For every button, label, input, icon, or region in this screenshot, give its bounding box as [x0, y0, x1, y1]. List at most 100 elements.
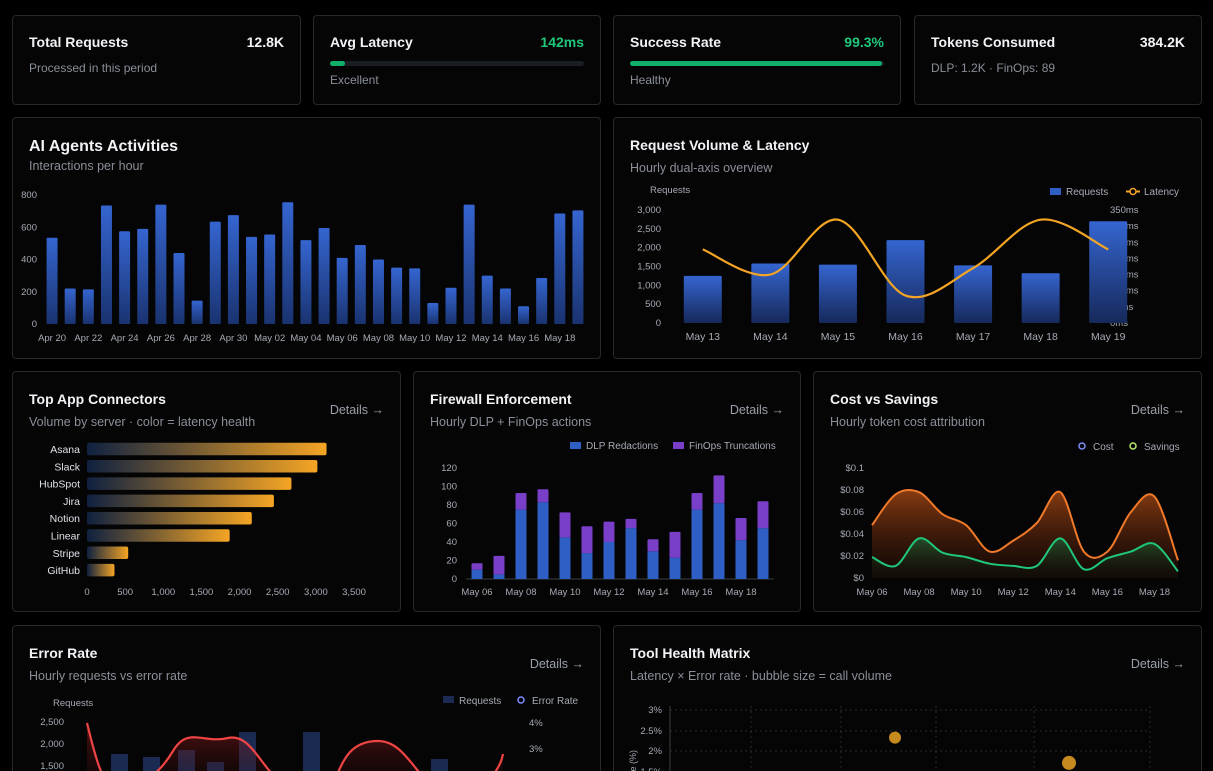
bar: [191, 300, 203, 324]
bar: [87, 442, 327, 456]
y-tick-label: $0.02: [840, 551, 864, 562]
y-tick-label: 3,000: [637, 205, 661, 216]
bar: [463, 204, 475, 324]
x-tick-label: May 10: [549, 587, 580, 598]
bar-finops: [757, 501, 769, 529]
y-tick-label: $0.08: [840, 485, 864, 496]
connectors-bar-chart: Asana Slack HubSpot Jira Notion Linear Stripe G…: [39, 442, 366, 598]
bar-label: GitHub: [47, 565, 80, 577]
bar: [264, 234, 276, 324]
firewall-stacked-chart: 0 20 40 60 80 100 120 DLP Redactions FinOps Trun…: [441, 441, 776, 598]
x-tick-label: Apr 26: [147, 333, 175, 344]
cost-details-link[interactable]: Details →: [1130, 403, 1185, 417]
bar: [1089, 221, 1128, 323]
y-tick-label: 0: [32, 319, 37, 330]
bar-dlp: [735, 540, 747, 579]
tool-details-link[interactable]: Details →: [1130, 657, 1185, 671]
error-rate-chart: Requests 1,500 2,000 2,500 3% 4% Requests Error…: [40, 696, 579, 771]
bar: [173, 253, 185, 324]
x-tick-label: 3,500: [342, 587, 366, 598]
bar: [282, 202, 294, 324]
y-axis-title: rate (%): [628, 750, 638, 771]
stat-title: Total Requests: [29, 34, 129, 50]
legend-label-latency: Latency: [1144, 187, 1179, 198]
stat-title: Success Rate: [630, 34, 722, 50]
legend-marker-error-rate: [517, 696, 525, 704]
legend-swatch-finops: [673, 442, 684, 449]
error-details-link[interactable]: Details →: [529, 657, 584, 671]
card-subtitle: Hourly DLP + FinOps actions: [430, 415, 592, 429]
bar: [886, 240, 925, 323]
x-tick-label: 1,500: [190, 587, 214, 598]
y-tick-label: 0: [452, 574, 457, 585]
x-tick-label: May 08: [903, 587, 934, 598]
bar: [751, 263, 790, 323]
x-tick-label: 3,000: [304, 587, 328, 598]
bar: [818, 264, 857, 323]
stat-card-avg-latency: Avg Latency 142ms Excellent: [313, 15, 601, 105]
y-tick-label: $0: [853, 573, 864, 584]
bar-dlp: [581, 553, 593, 579]
x-tick-label: May 14: [753, 331, 788, 343]
bar: [391, 267, 403, 324]
legend-label-finops: FinOps Truncations: [689, 441, 776, 452]
y-tick-label: 600: [21, 222, 37, 233]
card-title: Cost vs Savings: [830, 391, 939, 407]
bar-label: Notion: [50, 513, 81, 525]
x-tick-label: May 14: [1045, 587, 1076, 598]
x-tick-label: May 17: [956, 331, 991, 343]
bar-dlp: [647, 551, 659, 579]
x-tick-label: May 02: [254, 333, 285, 344]
x-tick-label: May 06: [461, 587, 492, 598]
y-tick-label: 800: [21, 190, 37, 201]
x-tick-label: 1,000: [151, 587, 175, 598]
bar-finops: [603, 521, 615, 542]
legend-label-requests: Requests: [459, 696, 501, 707]
y-tick-label: 100: [441, 482, 457, 493]
stat-subtitle: DLP: 1.2K · FinOps: 89: [931, 61, 1056, 75]
bar: [318, 228, 330, 324]
y2-tick-label: 0ms: [1110, 318, 1128, 329]
tool-health-scatter: 1.5% 2% 2.5% 3% rate (%): [628, 705, 1151, 771]
x-tick-label: May 04: [290, 333, 321, 344]
y-tick-label: 1,500: [637, 262, 661, 273]
card-title: Firewall Enforcement: [430, 391, 572, 407]
bar-dlp: [471, 569, 483, 579]
card-title: Tool Health Matrix: [630, 645, 751, 661]
bar-finops: [515, 492, 527, 510]
bar: [227, 215, 239, 324]
x-tick-label: 500: [117, 587, 133, 598]
stat-card-total-requests: Total Requests 12.8K Processed in this p…: [12, 15, 301, 105]
connectors-details-link[interactable]: Details →: [329, 403, 384, 417]
y-tick-label: 3%: [648, 705, 662, 716]
bar-finops: [471, 563, 483, 570]
y-tick-label: 2,500: [637, 224, 661, 235]
bar: [82, 289, 94, 324]
bar: [87, 511, 252, 525]
y-tick-label: 200: [21, 287, 37, 298]
card-subtitle: Interactions per hour: [29, 159, 144, 173]
stat-title: Tokens Consumed: [931, 34, 1056, 50]
bar-finops: [559, 512, 571, 538]
card-subtitle: Hourly requests vs error rate: [29, 669, 188, 683]
x-tick-label: May 10: [399, 333, 430, 344]
y-tick-label: 80: [446, 500, 457, 511]
legend-label-error-rate: Error Rate: [532, 696, 579, 707]
bar: [87, 460, 318, 473]
y-tick-label: 2%: [648, 746, 662, 757]
bar-finops: [537, 489, 549, 503]
bar: [87, 477, 292, 490]
bar-label: HubSpot: [39, 479, 80, 491]
bar: [409, 268, 421, 324]
bar: [431, 759, 448, 771]
bar: [354, 244, 366, 324]
bar-dlp: [515, 509, 527, 579]
y-tick-label: 0: [656, 318, 661, 329]
legend-label-dlp: DLP Redactions: [586, 441, 658, 452]
bar-finops: [647, 539, 659, 552]
stat-subtitle: Healthy: [630, 73, 671, 87]
bar: [303, 732, 320, 771]
firewall-details-link[interactable]: Details →: [729, 403, 784, 417]
stat-card-success-rate: Success Rate 99.3% Healthy: [613, 15, 901, 105]
y-tick-label: 400: [21, 255, 37, 266]
